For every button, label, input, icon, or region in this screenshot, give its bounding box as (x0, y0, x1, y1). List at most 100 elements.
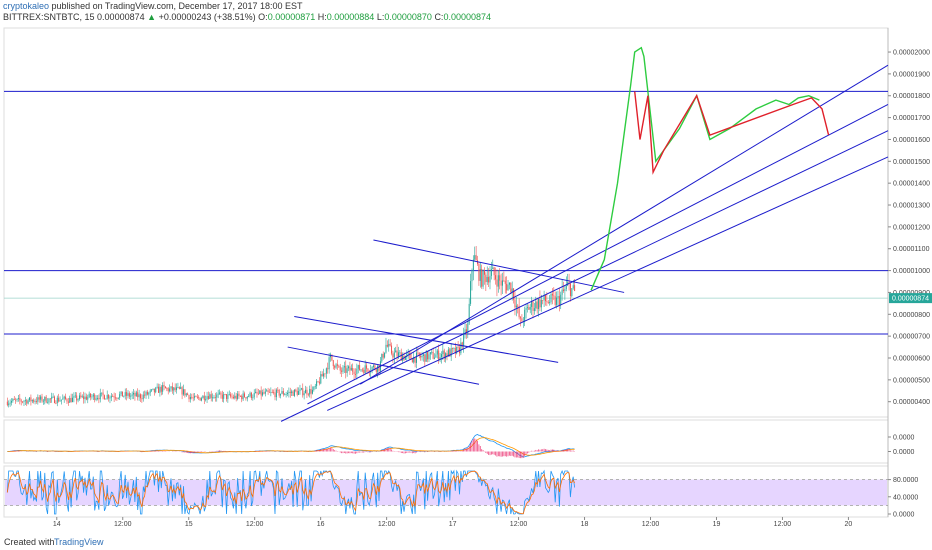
candle-body (531, 301, 533, 307)
candle-body (83, 396, 85, 400)
candle-body (302, 388, 304, 396)
candle-body (532, 301, 534, 311)
candle-body (306, 389, 308, 395)
candle-body (42, 400, 44, 402)
candle-body (287, 392, 289, 395)
candle-body (12, 399, 14, 402)
candle-body (474, 255, 476, 260)
candle-body (357, 365, 359, 369)
candle-body (235, 395, 237, 399)
candle-body (460, 342, 462, 354)
candle-body (385, 344, 387, 353)
candle-body (274, 392, 276, 398)
candle-body (55, 403, 57, 404)
candle-body (249, 392, 251, 397)
candle-body (156, 386, 158, 388)
pane-frames (3, 27, 889, 518)
chart-canvas[interactable]: 0.0000 0.0000 80.0000 40.0000 0.0000 0.0000… (0, 24, 932, 534)
candle-body (544, 295, 546, 302)
candle-body (314, 386, 316, 387)
candle-body (109, 397, 111, 399)
candle-body (115, 397, 117, 399)
candle-body (507, 284, 509, 291)
footer: Created with TradingView (0, 535, 932, 550)
candle-body (560, 294, 562, 306)
candle-body (309, 388, 311, 395)
candle-body (489, 275, 491, 283)
candle-body (148, 392, 150, 395)
candle-body (542, 299, 544, 301)
tradingview-logo-text[interactable]: TradingView (54, 537, 104, 547)
candle-body (228, 394, 230, 396)
candle-body (490, 269, 492, 276)
candle-body (257, 393, 259, 395)
candle-body (393, 352, 395, 358)
candle-body (196, 396, 198, 398)
candle-body (181, 387, 183, 395)
candle-body (99, 392, 101, 400)
candle-body (67, 401, 69, 403)
candle-body (556, 297, 558, 305)
candle-body (350, 368, 352, 371)
candle-body (220, 392, 222, 395)
price-tick-label: 0.00001600 (893, 137, 930, 144)
candle-body (253, 392, 255, 398)
candle-body (561, 289, 563, 295)
candle-body (151, 389, 153, 391)
candle-body (323, 373, 325, 377)
candle-body (185, 393, 187, 396)
candle-body (529, 306, 531, 310)
trend-line (294, 315, 559, 363)
candle-body (320, 374, 322, 384)
candle-body (59, 400, 61, 402)
candle-body (563, 289, 565, 291)
candle-body (112, 396, 114, 397)
candle-body (520, 317, 522, 319)
candle-body (549, 302, 551, 303)
price-tick-label: 0.00001800 (893, 93, 930, 100)
candle-body (123, 395, 125, 397)
candle-body (209, 394, 211, 399)
candle-body (316, 381, 318, 387)
candle-body (173, 387, 175, 391)
candle-body (22, 401, 24, 403)
candle-body (81, 396, 83, 398)
price-tick-label: 0.00000800 (893, 312, 930, 319)
candle-body (26, 400, 28, 404)
candle-body (73, 396, 75, 398)
candle-body (35, 401, 37, 402)
candle-body (60, 399, 62, 401)
candle-body (456, 346, 458, 354)
time-tick-label: 14 (53, 521, 61, 528)
candle-body (310, 388, 312, 394)
candle-body (554, 296, 556, 305)
time-tick-label: 16 (317, 521, 325, 528)
price-axis: 0.00002000 0.00001900 0.00001800 0.00001700… (888, 50, 932, 406)
stochastic-d-line (6, 470, 575, 515)
candle-body (256, 391, 258, 394)
candle-body (280, 393, 282, 396)
candle-body (375, 369, 377, 372)
price-tick-label: 0.00001700 (893, 115, 930, 122)
candle-body (415, 352, 417, 363)
author-link[interactable]: cryptokaleo (3, 1, 50, 11)
candle-body (540, 299, 542, 308)
candle-body (331, 354, 333, 361)
candle-body (464, 329, 466, 333)
price-change: +0.00000243 (+38.51%) (158, 12, 256, 22)
candle-body (501, 280, 503, 286)
candle-body (144, 394, 146, 396)
candle-body (410, 353, 412, 360)
candle-body (166, 388, 168, 390)
candle-body (155, 387, 157, 393)
candle-body (524, 309, 526, 322)
price-tick-label: 0.00001200 (893, 224, 930, 231)
candle-body (411, 359, 413, 363)
stoch-tick-label: 80.0000 (893, 477, 918, 484)
candle-body (470, 281, 472, 304)
candle-body (467, 323, 469, 333)
candle-body (377, 365, 379, 372)
candle-body (438, 350, 440, 360)
candle-body (300, 388, 302, 390)
candle-body (495, 275, 497, 280)
